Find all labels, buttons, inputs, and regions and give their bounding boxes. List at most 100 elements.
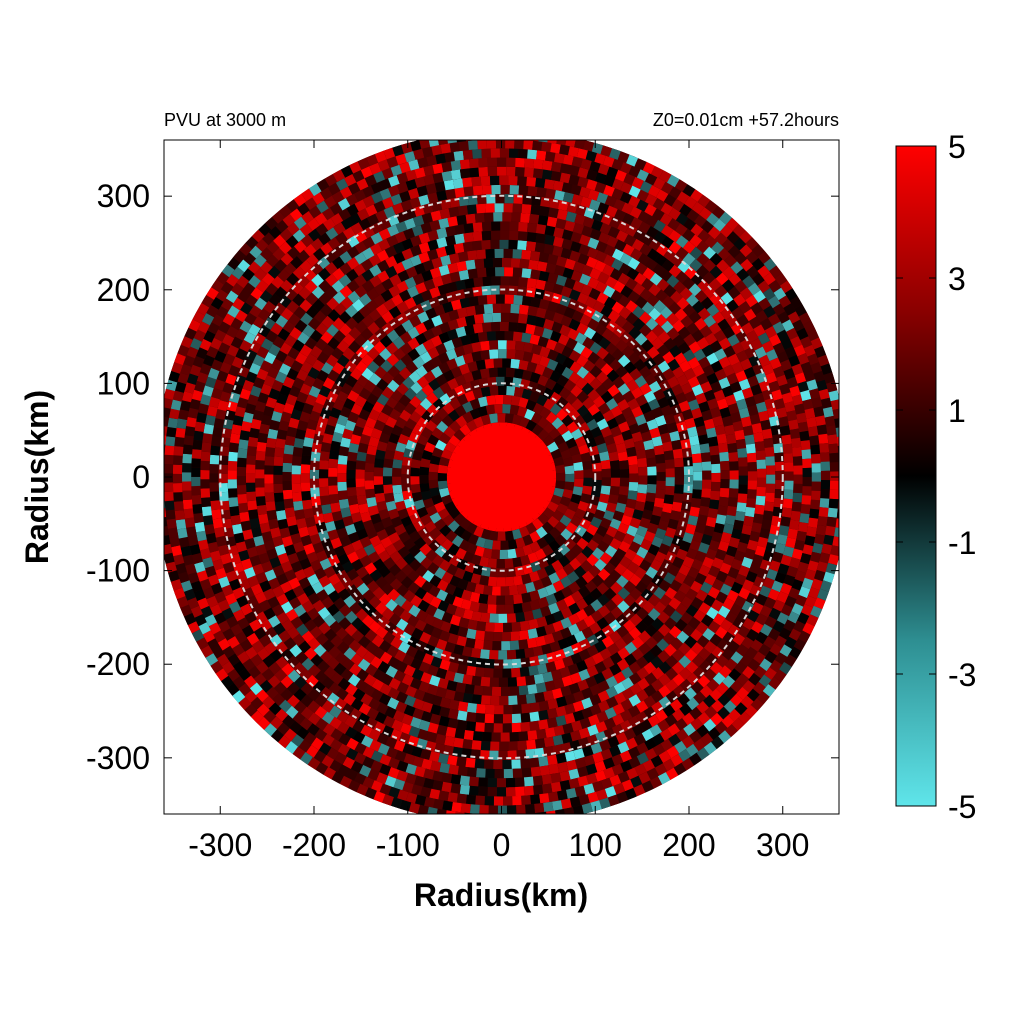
y-tick-label: 300 (97, 178, 150, 214)
field-cell (672, 673, 686, 687)
field-cell (370, 750, 383, 763)
field-cell (512, 528, 523, 540)
field-cell (556, 423, 569, 436)
field-cell (474, 212, 485, 223)
field-cell (260, 338, 274, 351)
field-cell (711, 646, 725, 659)
field-cell (612, 703, 625, 716)
field-cell (462, 343, 474, 355)
y-tick-label: 200 (97, 272, 150, 308)
field-cell (396, 760, 409, 773)
field-cell (227, 305, 240, 318)
field-cell (396, 181, 409, 194)
field-cell (164, 462, 165, 466)
field-cell (565, 634, 578, 647)
field-cell (537, 587, 549, 599)
field-cell (673, 280, 687, 294)
field-cell (237, 457, 247, 468)
field-cell (547, 272, 559, 284)
field-cell (527, 730, 538, 741)
field-cell (562, 655, 574, 668)
field-cell (759, 585, 772, 598)
field-cell (653, 586, 667, 600)
field-cell (384, 543, 398, 556)
field-cell (469, 332, 480, 344)
field-cell (392, 604, 405, 618)
field-cell (615, 339, 629, 353)
field-cell (575, 619, 588, 632)
field-cell (428, 479, 439, 489)
field-cell (309, 460, 320, 470)
field-cell (419, 351, 432, 364)
field-cell (300, 473, 310, 483)
field-cell (236, 485, 247, 495)
field-cell (623, 506, 635, 518)
field-cell (535, 738, 546, 749)
field-cell (598, 493, 610, 504)
field-cell (471, 648, 481, 659)
field-cell (682, 276, 696, 290)
field-cell (690, 681, 704, 695)
field-cell (389, 408, 402, 421)
field-cell (735, 330, 749, 343)
field-cell (808, 587, 820, 599)
field-cell (554, 264, 566, 277)
field-cell (637, 457, 648, 468)
field-cell (645, 330, 659, 344)
field-cell (617, 272, 631, 286)
field-cell (344, 523, 357, 536)
field-cell (353, 752, 367, 765)
field-cell (399, 799, 412, 812)
field-cell (332, 317, 345, 331)
field-cell (429, 455, 441, 465)
field-cell (438, 432, 451, 445)
field-cell (638, 630, 652, 644)
field-cell (362, 236, 375, 249)
field-cell (570, 672, 582, 685)
field-cell (520, 378, 531, 390)
field-cell (387, 214, 400, 227)
field-cell (816, 561, 828, 573)
field-cell (701, 409, 713, 421)
field-cell (600, 426, 613, 438)
field-cell (221, 607, 235, 620)
field-cell (356, 451, 367, 462)
field-cell (460, 803, 471, 814)
field-cell (643, 706, 657, 719)
field-cell (472, 731, 483, 741)
field-cell (265, 686, 279, 700)
title-left: PVU at 3000 m (164, 110, 286, 130)
field-cell (246, 455, 256, 465)
field-cell (699, 443, 710, 454)
field-cell (634, 566, 647, 580)
field-cell (277, 518, 289, 530)
field-cell (791, 501, 802, 512)
field-cell (700, 732, 714, 746)
field-cell (445, 603, 458, 616)
field-cell (578, 648, 591, 661)
field-cell (438, 790, 449, 802)
field-cell (216, 306, 229, 319)
field-cell (675, 246, 689, 260)
field-cell (380, 359, 393, 373)
field-cell (357, 623, 371, 637)
field-cell (292, 266, 306, 280)
field-cell (518, 731, 529, 742)
field-cell (541, 774, 553, 785)
field-cell (614, 315, 628, 328)
field-cell (373, 467, 384, 477)
field-cell (691, 654, 705, 668)
field-cell (462, 570, 474, 583)
field-cell (421, 449, 433, 461)
field-cell (628, 705, 641, 718)
field-cell (742, 666, 755, 679)
field-cell (361, 314, 375, 328)
field-cell (809, 508, 820, 519)
field-cell (811, 481, 821, 491)
field-cell (410, 140, 422, 152)
field-cell (664, 459, 675, 469)
field-cell (173, 554, 185, 566)
field-cell (472, 185, 483, 196)
field-cell (487, 594, 497, 605)
field-cell (444, 689, 456, 701)
